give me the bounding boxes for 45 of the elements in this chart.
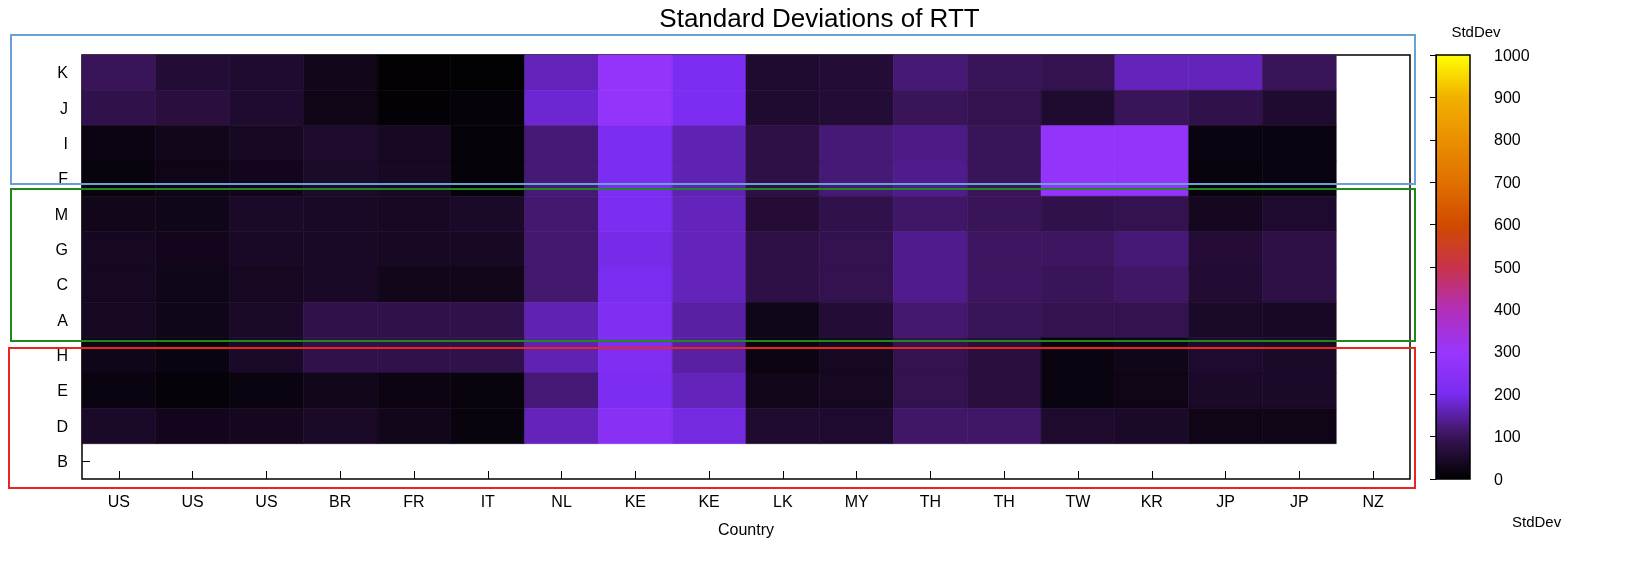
y-tick-label: H [56,346,68,364]
y-tick-label: K [57,64,69,82]
color-bar-label: 600 [1494,216,1521,234]
text: StdDev [1512,513,1562,530]
x-tick-label: KR [1140,492,1163,510]
x-tick-label: JP [1216,492,1235,510]
x-tick-label: NL [551,492,572,510]
color-bar-label: 0 [1494,470,1503,488]
y-tick-label: F [58,170,69,188]
x-tick-label: FR [403,492,425,510]
color-bar-label: 100 [1494,428,1521,446]
y-tick-label: I [63,134,68,152]
x-tick-label: NZ [1362,492,1384,510]
x-tick-label: US [181,492,204,510]
chart-title: Standard Deviations of RTT [659,3,980,33]
color-bar-label: 900 [1494,88,1521,106]
x-tick-label: TH [919,492,942,510]
color-bar-label: 200 [1494,385,1521,403]
x-tick-label: LK [773,492,793,510]
color-bar-label: 400 [1494,300,1521,318]
x-tick-label: KE [624,492,647,510]
x-tick-label: US [107,492,131,510]
x-tick-label: TH [993,492,1015,510]
x-tick-label: BR [329,492,352,510]
x-tick-label: US [255,492,278,510]
y-tick-label: M [54,205,68,223]
x-tick-label: IT [480,492,496,510]
y-tick-label: G [55,240,68,258]
x-tick-label: JP [1290,492,1309,510]
y-tick-label: D [56,417,68,435]
color-bar-label: 500 [1494,258,1521,276]
y-tick-label: J [60,99,68,117]
y-tick-label: B [57,452,68,470]
x-axis-title: Country [717,520,775,538]
color-bar-label: 700 [1494,173,1521,191]
y-tick-label: A [57,311,69,329]
color-bar-label: 800 [1494,131,1521,149]
x-tick-label: TW [1065,492,1092,510]
color-bar-title: StdDev [1451,23,1502,40]
x-tick-label: KE [698,492,720,510]
y-tick-label: C [56,276,68,294]
color-bar-label: 300 [1494,343,1521,361]
x-tick-label: MY [844,492,869,510]
y-tick-label: E [57,382,68,400]
color-bar-label: 1000 [1494,46,1530,64]
